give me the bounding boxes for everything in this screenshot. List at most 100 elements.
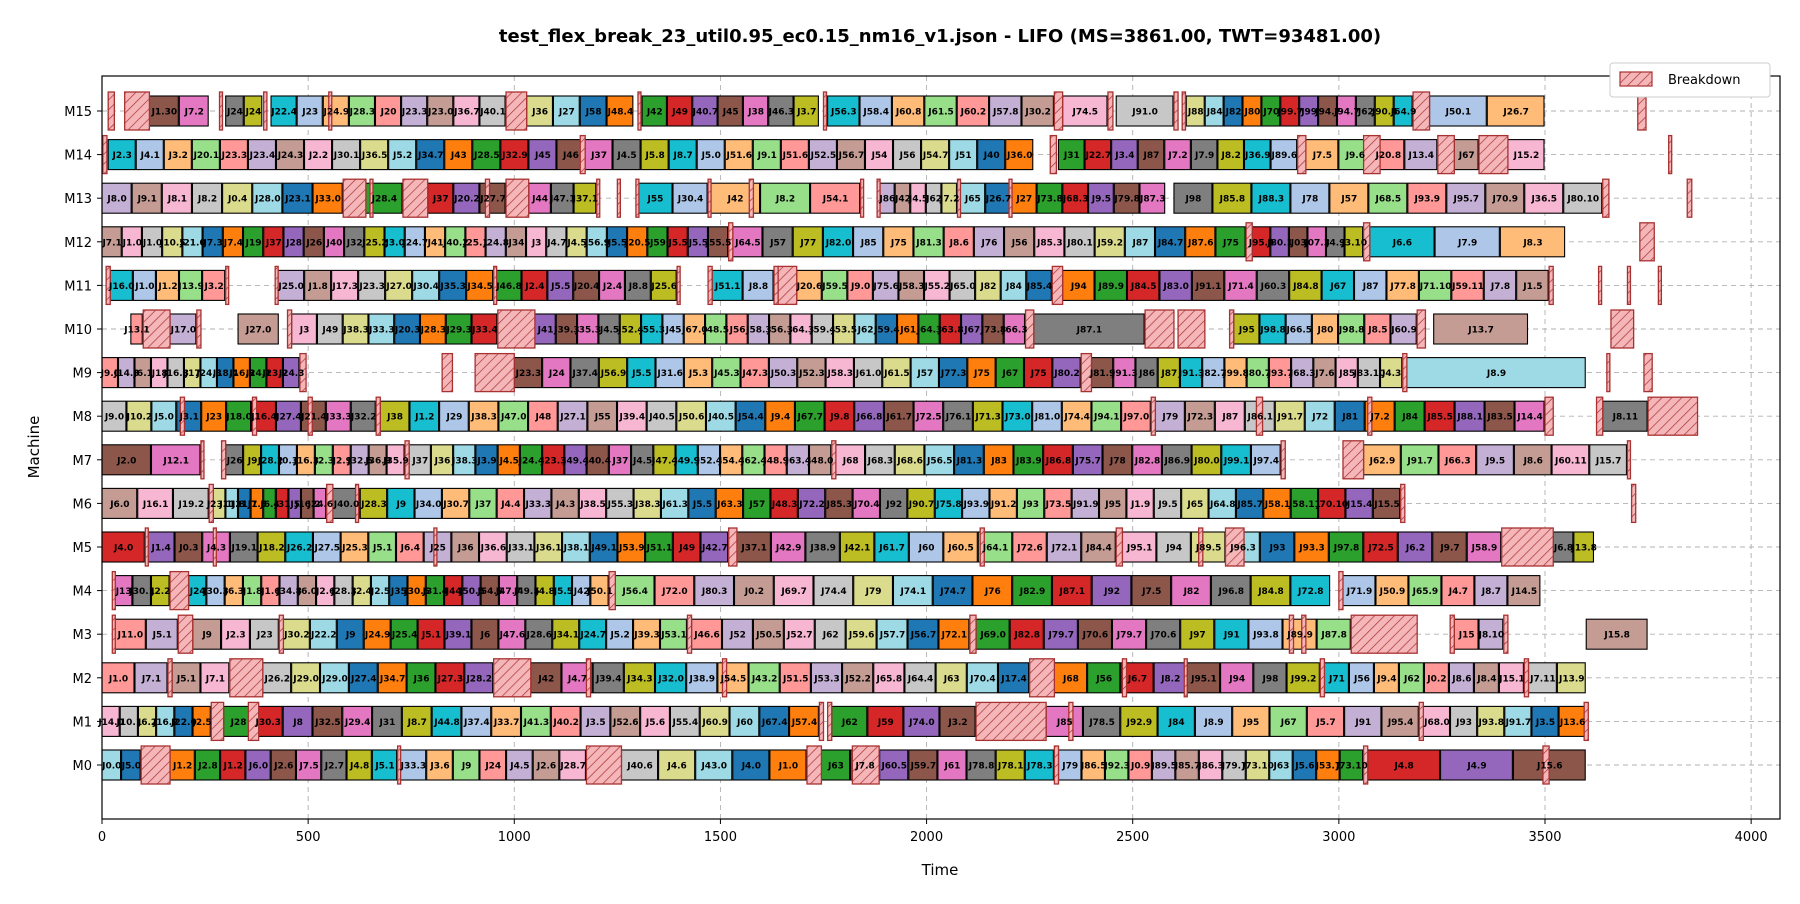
job-bar — [1175, 749, 1199, 781]
job-label: J7.8 — [1490, 282, 1510, 292]
job-label: J56 — [1011, 238, 1028, 248]
job-bar — [121, 749, 141, 781]
job-label: J10.2 — [126, 413, 153, 423]
job-bar — [1408, 575, 1442, 607]
breakdown-bar — [1501, 527, 1554, 567]
job-label: J8.8 — [748, 282, 768, 292]
job-label: J32.5 — [314, 718, 341, 728]
job-label: J6.0 — [297, 587, 317, 597]
job-label: J60.2 — [960, 108, 987, 118]
job-bar — [932, 575, 973, 607]
job-label: J0.2 — [744, 587, 764, 597]
job-bar — [1339, 749, 1364, 781]
job-label: J59.11 — [1451, 282, 1484, 292]
job-label: J66.3 — [1444, 456, 1471, 466]
job-label: J64.3 — [916, 326, 943, 336]
job-bar — [1043, 444, 1073, 476]
job-bar — [498, 575, 518, 607]
breakdown-bar — [286, 309, 293, 349]
job-label: J93.7 — [1267, 369, 1294, 379]
job-bar — [1161, 444, 1192, 476]
breakdown-bar — [1228, 309, 1235, 349]
job-label: J86 — [1138, 369, 1155, 379]
job-bar — [163, 139, 192, 171]
job-label: J34.3 — [626, 674, 653, 684]
job-label: J33.3 — [368, 326, 395, 336]
job-label: J38.3 — [470, 413, 497, 423]
job-label: J87 — [1221, 413, 1238, 423]
job-label: J1.6 — [260, 587, 280, 597]
job-bar — [517, 575, 536, 607]
job-label: J34.5 — [466, 282, 493, 292]
job-label: J27.0 — [245, 326, 272, 336]
breakdown-bar — [218, 91, 224, 131]
job-label: J37 — [612, 456, 629, 466]
job-bar — [491, 705, 522, 737]
job-label: J72.5 — [1367, 544, 1394, 554]
job-bar — [1208, 487, 1236, 519]
job-label: J35 — [390, 587, 407, 597]
x-tick-label: 2500 — [1116, 830, 1149, 845]
job-bar — [672, 531, 701, 563]
job-label: J65.8 — [876, 674, 903, 684]
job-bar — [570, 357, 599, 389]
job-bar — [419, 313, 446, 345]
job-bar — [578, 487, 607, 519]
job-label: J13.4 — [1408, 151, 1435, 161]
job-label: J20.6 — [796, 282, 823, 292]
breakdown-bar — [579, 134, 586, 175]
job-bar — [707, 226, 729, 258]
job-label: J66.8 — [856, 413, 883, 423]
job-bar — [171, 662, 201, 694]
breakdown-bar — [1668, 134, 1673, 175]
job-label: J5.0 — [154, 413, 174, 423]
job-bar — [342, 705, 373, 737]
job-bar — [452, 749, 480, 781]
job-bar — [1476, 444, 1514, 476]
job-label: J79 — [1061, 762, 1078, 772]
job-label: J16.3 — [228, 369, 255, 379]
job-label: J70.9 — [1491, 195, 1518, 205]
job-label: J9 — [345, 631, 356, 641]
job-label: J7.2 — [1370, 413, 1390, 423]
job-bar — [1372, 487, 1401, 519]
job-bar — [654, 575, 695, 607]
job-bar — [1002, 400, 1033, 432]
job-bar — [379, 400, 410, 432]
job-label: J61.7 — [878, 544, 905, 554]
job-label: J30.2 — [1024, 108, 1051, 118]
job-bar — [206, 575, 225, 607]
job-bar — [1344, 705, 1382, 737]
job-bar — [1032, 400, 1062, 432]
breakdown-bar — [1338, 570, 1344, 611]
job-label: J47.6 — [499, 631, 526, 641]
job-label: J34.0 — [415, 500, 442, 510]
job-bar — [1135, 357, 1158, 389]
job-label: J91 — [1223, 631, 1240, 641]
job-label: J1.8 — [307, 282, 327, 292]
job-label: J79.8 — [1113, 195, 1140, 205]
job-bar — [162, 226, 183, 258]
job-bar — [1556, 662, 1586, 694]
job-label: J42 — [646, 108, 663, 118]
job-label: J19 — [245, 238, 262, 248]
job-bar — [1429, 95, 1487, 127]
job-bar — [1185, 95, 1205, 127]
job-label: J87.3 — [1139, 195, 1166, 205]
job-bar — [296, 444, 315, 476]
breakdown-bar — [1053, 91, 1064, 131]
job-bar — [1012, 531, 1047, 563]
job-label: J26.7 — [985, 195, 1012, 205]
job-label: J7.9 — [1194, 151, 1214, 161]
job-label: J60.3 — [1260, 282, 1287, 292]
job-bar — [810, 662, 843, 694]
job-bar — [1091, 400, 1122, 432]
job-label: J64.5 — [734, 238, 761, 248]
job-label: J2.2 — [150, 587, 170, 597]
job-label: J42.1 — [844, 544, 871, 554]
job-label: J86.1 — [1247, 413, 1274, 423]
job-bar — [975, 618, 1010, 650]
job-bar — [1214, 618, 1249, 650]
job-label: J99.1 — [1223, 456, 1250, 466]
job-label: J74.4 — [1063, 413, 1090, 423]
